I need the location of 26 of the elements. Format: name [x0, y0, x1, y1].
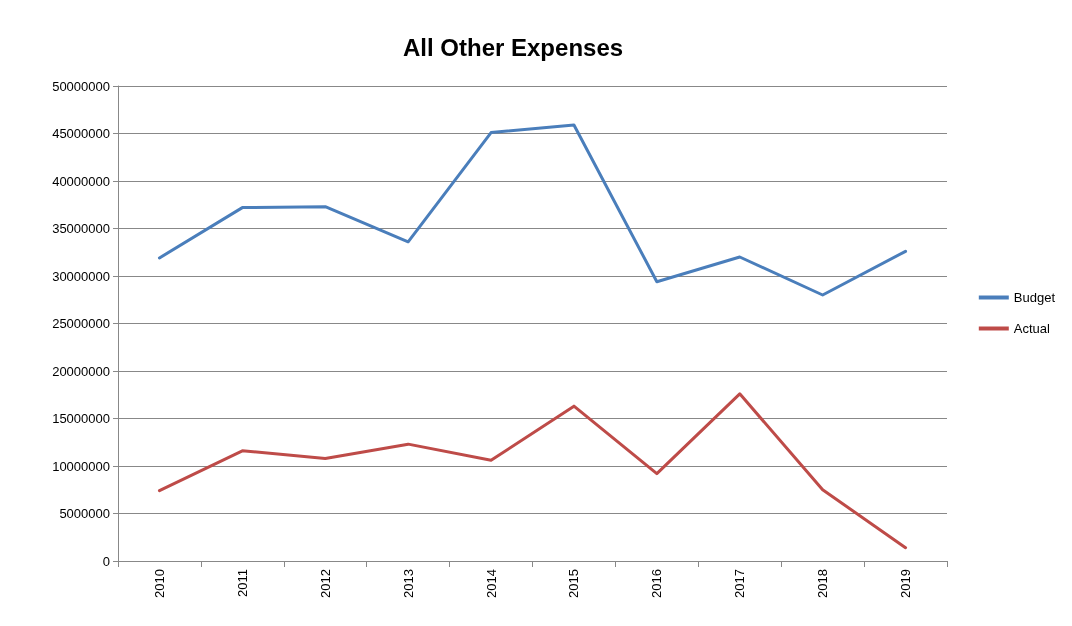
- line-series: [157, 123, 908, 297]
- legend-label: Budget: [1013, 290, 1056, 305]
- y-tick-label: 25000000: [52, 316, 110, 331]
- x-tick-label: 2015: [566, 569, 582, 598]
- y-tick-label: 35000000: [52, 221, 110, 236]
- y-tick-label: 45000000: [52, 126, 110, 141]
- chart-title: All Other Expenses: [403, 33, 624, 61]
- x-tick-label: 2018: [815, 569, 831, 598]
- y-tick-label: 20000000: [52, 363, 110, 379]
- y-tick-label: 10000000: [52, 458, 110, 474]
- y-tick-label: 30000000: [52, 268, 110, 284]
- legend-label: Actual: [1013, 321, 1051, 336]
- x-tick-label: 2017: [732, 569, 748, 598]
- y-tick-label: 0: [102, 553, 110, 569]
- y-tick-label: 5000000: [59, 506, 110, 521]
- x-tick-label: 2010: [151, 569, 167, 598]
- x-tick-label: 2019: [898, 569, 914, 598]
- y-tick-label: 40000000: [52, 173, 110, 189]
- line-series: [157, 392, 908, 550]
- y-tick-label: 15000000: [52, 411, 110, 426]
- x-tick-label: 2016: [649, 569, 665, 598]
- x-tick-label: 2011: [234, 569, 250, 597]
- x-tick-label: 2013: [400, 569, 416, 598]
- y-tick-label: 50000000: [52, 78, 110, 94]
- x-tick-label: 2014: [483, 569, 499, 598]
- x-tick-label: 2012: [317, 569, 333, 598]
